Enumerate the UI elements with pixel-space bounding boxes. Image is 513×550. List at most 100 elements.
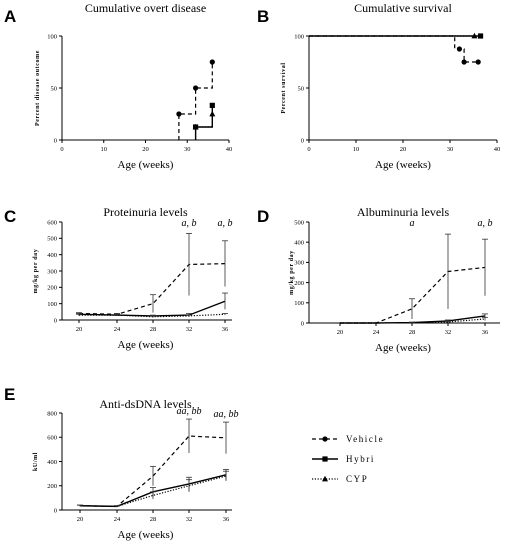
data-point [193,85,199,91]
data-point [209,59,215,65]
x-tick-label: 20 [76,326,83,333]
x-axis-label: Age (weeks) [375,159,431,171]
x-tick-label: 0 [307,146,310,153]
x-axis-label: Age (weeks) [118,339,174,351]
y-tick-label: 500 [294,219,304,226]
x-tick-label: 20 [400,146,407,153]
legend: Vehicle Hybri CYP [312,434,384,484]
data-point [456,46,462,52]
series-line [79,313,226,318]
legend-marker [322,475,328,482]
series-cyp [192,110,216,140]
chart-title: Proteinuria levels [103,205,188,219]
y-tick-label: 300 [294,260,304,267]
data-point [477,33,484,39]
y-tick-label: 0 [301,137,304,144]
x-tick-label: 32 [186,516,193,523]
chart-title: Albuminuria levels [357,205,450,219]
panel-label: C [4,207,16,226]
data-point [176,111,182,117]
y-tick-label: 0 [301,320,304,327]
data-point [461,59,467,65]
x-tick-label: 0 [60,146,63,153]
x-tick-label: 20 [337,329,344,336]
x-tick-label: 24 [373,329,380,336]
chart-panel-e: E Anti-dsDNA levels 0 200 400 600 800 20 24 28 32 3… [4,385,239,541]
x-tick-label: 28 [409,329,416,336]
x-tick-label: 28 [150,516,157,523]
series-line [194,105,214,140]
panel-label: E [4,385,15,404]
y-axis-label: kU/ml [33,452,39,471]
x-tick-label: 40 [226,146,233,153]
x-tick-label: 24 [114,326,121,333]
legend-label: Vehicle [346,434,384,444]
significance-annotation: aa, bb [177,406,202,417]
chart-title: Anti-dsDNA levels [99,397,192,411]
x-tick-label: 20 [142,146,149,153]
y-tick-label: 500 [47,236,57,243]
series-cyp [77,470,229,507]
y-tick-label: 400 [47,459,57,466]
significance-annotation: aa, bb [214,409,239,420]
x-tick-label: 36 [223,516,230,523]
x-axis-label: Age (weeks) [118,529,174,541]
data-point [209,102,215,108]
y-tick-label: 800 [47,410,57,417]
y-tick-label: 50 [51,85,58,92]
series-vehicle [340,233,488,324]
x-tick-label: 30 [184,146,191,153]
x-tick-label: 36 [222,326,229,333]
x-tick-label: 10 [353,146,360,153]
y-tick-label: 600 [47,219,57,226]
significance-annotation: a [410,218,415,229]
series-cyp [76,313,228,318]
chart-panel-c: C Proteinuria levels 0 100 200 300 400 500 600 20… [4,205,233,351]
x-tick-label: 28 [150,326,157,333]
y-tick-label: 0 [54,137,57,144]
x-tick-label: 32 [445,329,452,336]
chart-title: Cumulative survival [354,1,452,15]
significance-annotation: a, b [478,218,493,229]
y-tick-label: 100 [47,301,57,308]
x-axis-label: Age (weeks) [375,342,431,354]
series-line [340,266,486,324]
legend-marker [322,456,328,462]
series-cyp [340,316,488,324]
y-axis-label: Percent disease outcome [35,50,41,126]
y-tick-label: 400 [47,252,57,259]
x-tick-label: 10 [101,146,108,153]
y-tick-label: 200 [47,285,57,292]
chart-panel-a: A Cumulative overt disease 0 50 100 0 10 20 30 40… [4,1,232,171]
y-axis-label: mg/kg per day [33,249,39,294]
x-tick-label: 36 [482,329,489,336]
data-point [192,123,199,130]
significance-annotation: a, b [218,218,233,229]
y-axis-label: mg/kg per day [289,250,295,295]
panel-label: D [257,207,269,226]
data-point [475,59,481,65]
y-axis-label: Percent survival [281,62,287,113]
series-line [178,62,213,140]
y-tick-label: 200 [47,483,57,490]
legend-label: Hybri [346,454,375,464]
data-point [471,32,478,39]
y-tick-label: 0 [54,317,57,324]
y-tick-label: 100 [294,33,304,40]
legend-label: CYP [346,474,368,484]
y-tick-label: 50 [298,85,305,92]
x-axis-label: Age (weeks) [118,159,174,171]
series-hybri [340,313,488,324]
significance-annotation: a, b [182,218,197,229]
y-tick-label: 200 [294,280,304,287]
series-line [195,114,213,140]
legend-marker [322,436,328,442]
y-tick-label: 600 [47,435,57,442]
series-hybri [193,102,215,140]
chart-title: Cumulative overt disease [85,1,206,15]
y-tick-label: 100 [47,33,57,40]
series-line [78,263,226,315]
data-point [209,110,216,117]
chart-panel-d: D Albuminuria levels 0 100 200 300 400 500 20 24 2… [257,205,500,354]
